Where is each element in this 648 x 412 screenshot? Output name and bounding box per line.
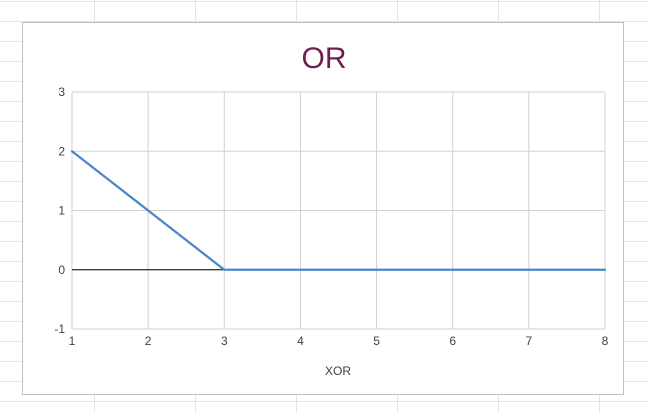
x-tick-label: 2: [145, 334, 152, 348]
x-tick-label: 5: [373, 334, 380, 348]
tick-labels: 1 2 3 4 5 6 7 8 -1 0 1 2 3: [54, 85, 608, 348]
x-tick-label: 3: [221, 334, 228, 348]
y-tick-label: 1: [58, 204, 65, 218]
x-tick-label: 4: [297, 334, 304, 348]
gridlines: [71, 91, 606, 330]
y-tick-label: -1: [54, 322, 65, 336]
x-tick-label: 7: [526, 334, 533, 348]
chart-title: OR: [302, 42, 347, 75]
x-axis-title: XOR: [325, 364, 351, 378]
y-tick-label: 2: [58, 144, 65, 158]
x-tick-label: 6: [449, 334, 456, 348]
series-layer: [70, 150, 607, 271]
y-tick-label: 3: [58, 85, 65, 99]
x-tick-label: 8: [602, 334, 609, 348]
series-line: [70, 150, 607, 271]
y-tick-label: 0: [58, 263, 65, 277]
chart-area: OR 1 2 3 4 5 6 7 8 -1 0 1 2 3 XOR: [22, 22, 624, 395]
x-tick-label: 1: [69, 334, 76, 348]
